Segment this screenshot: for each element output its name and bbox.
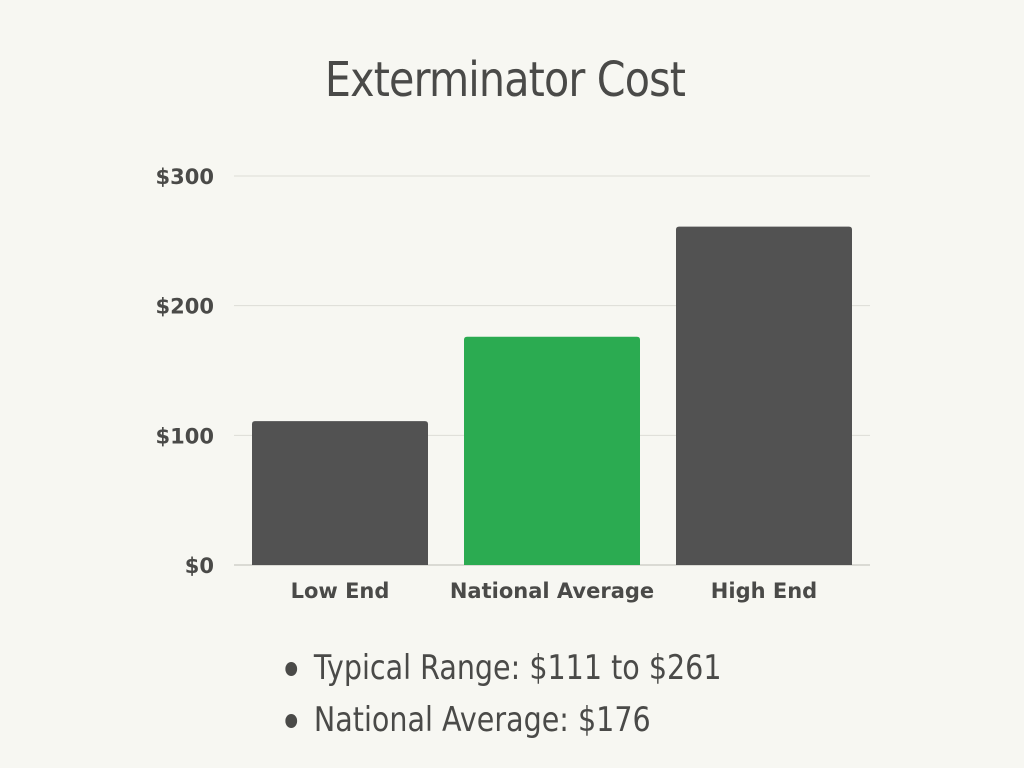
x-tick-label: High End	[711, 579, 817, 603]
typical-range-bullet: Typical Range: $111 to $261	[282, 644, 722, 696]
bar-chart: $0 $100 $200 $300 Low End National Average Hi…	[156, 165, 870, 603]
y-tick-label: $200	[156, 295, 214, 319]
national-average-bullet: National Average: $176	[282, 696, 722, 748]
bar-low-end	[252, 421, 428, 565]
bars	[252, 226, 852, 565]
x-tick-label: Low End	[291, 579, 390, 603]
x-tick-label: National Average	[450, 579, 654, 603]
summary-list: Typical Range: $111 to $261 National Ave…	[282, 644, 805, 748]
y-axis-tick-labels: $0 $100 $200 $300	[156, 165, 214, 578]
bar-high-end	[676, 226, 852, 565]
chart-title: Exterminator Cost	[324, 52, 686, 108]
y-tick-label: $300	[156, 165, 214, 189]
x-axis-tick-labels: Low End National Average High End	[291, 579, 818, 603]
y-tick-label: $0	[185, 554, 214, 578]
y-tick-label: $100	[156, 424, 214, 448]
bar-national-average	[464, 336, 640, 565]
